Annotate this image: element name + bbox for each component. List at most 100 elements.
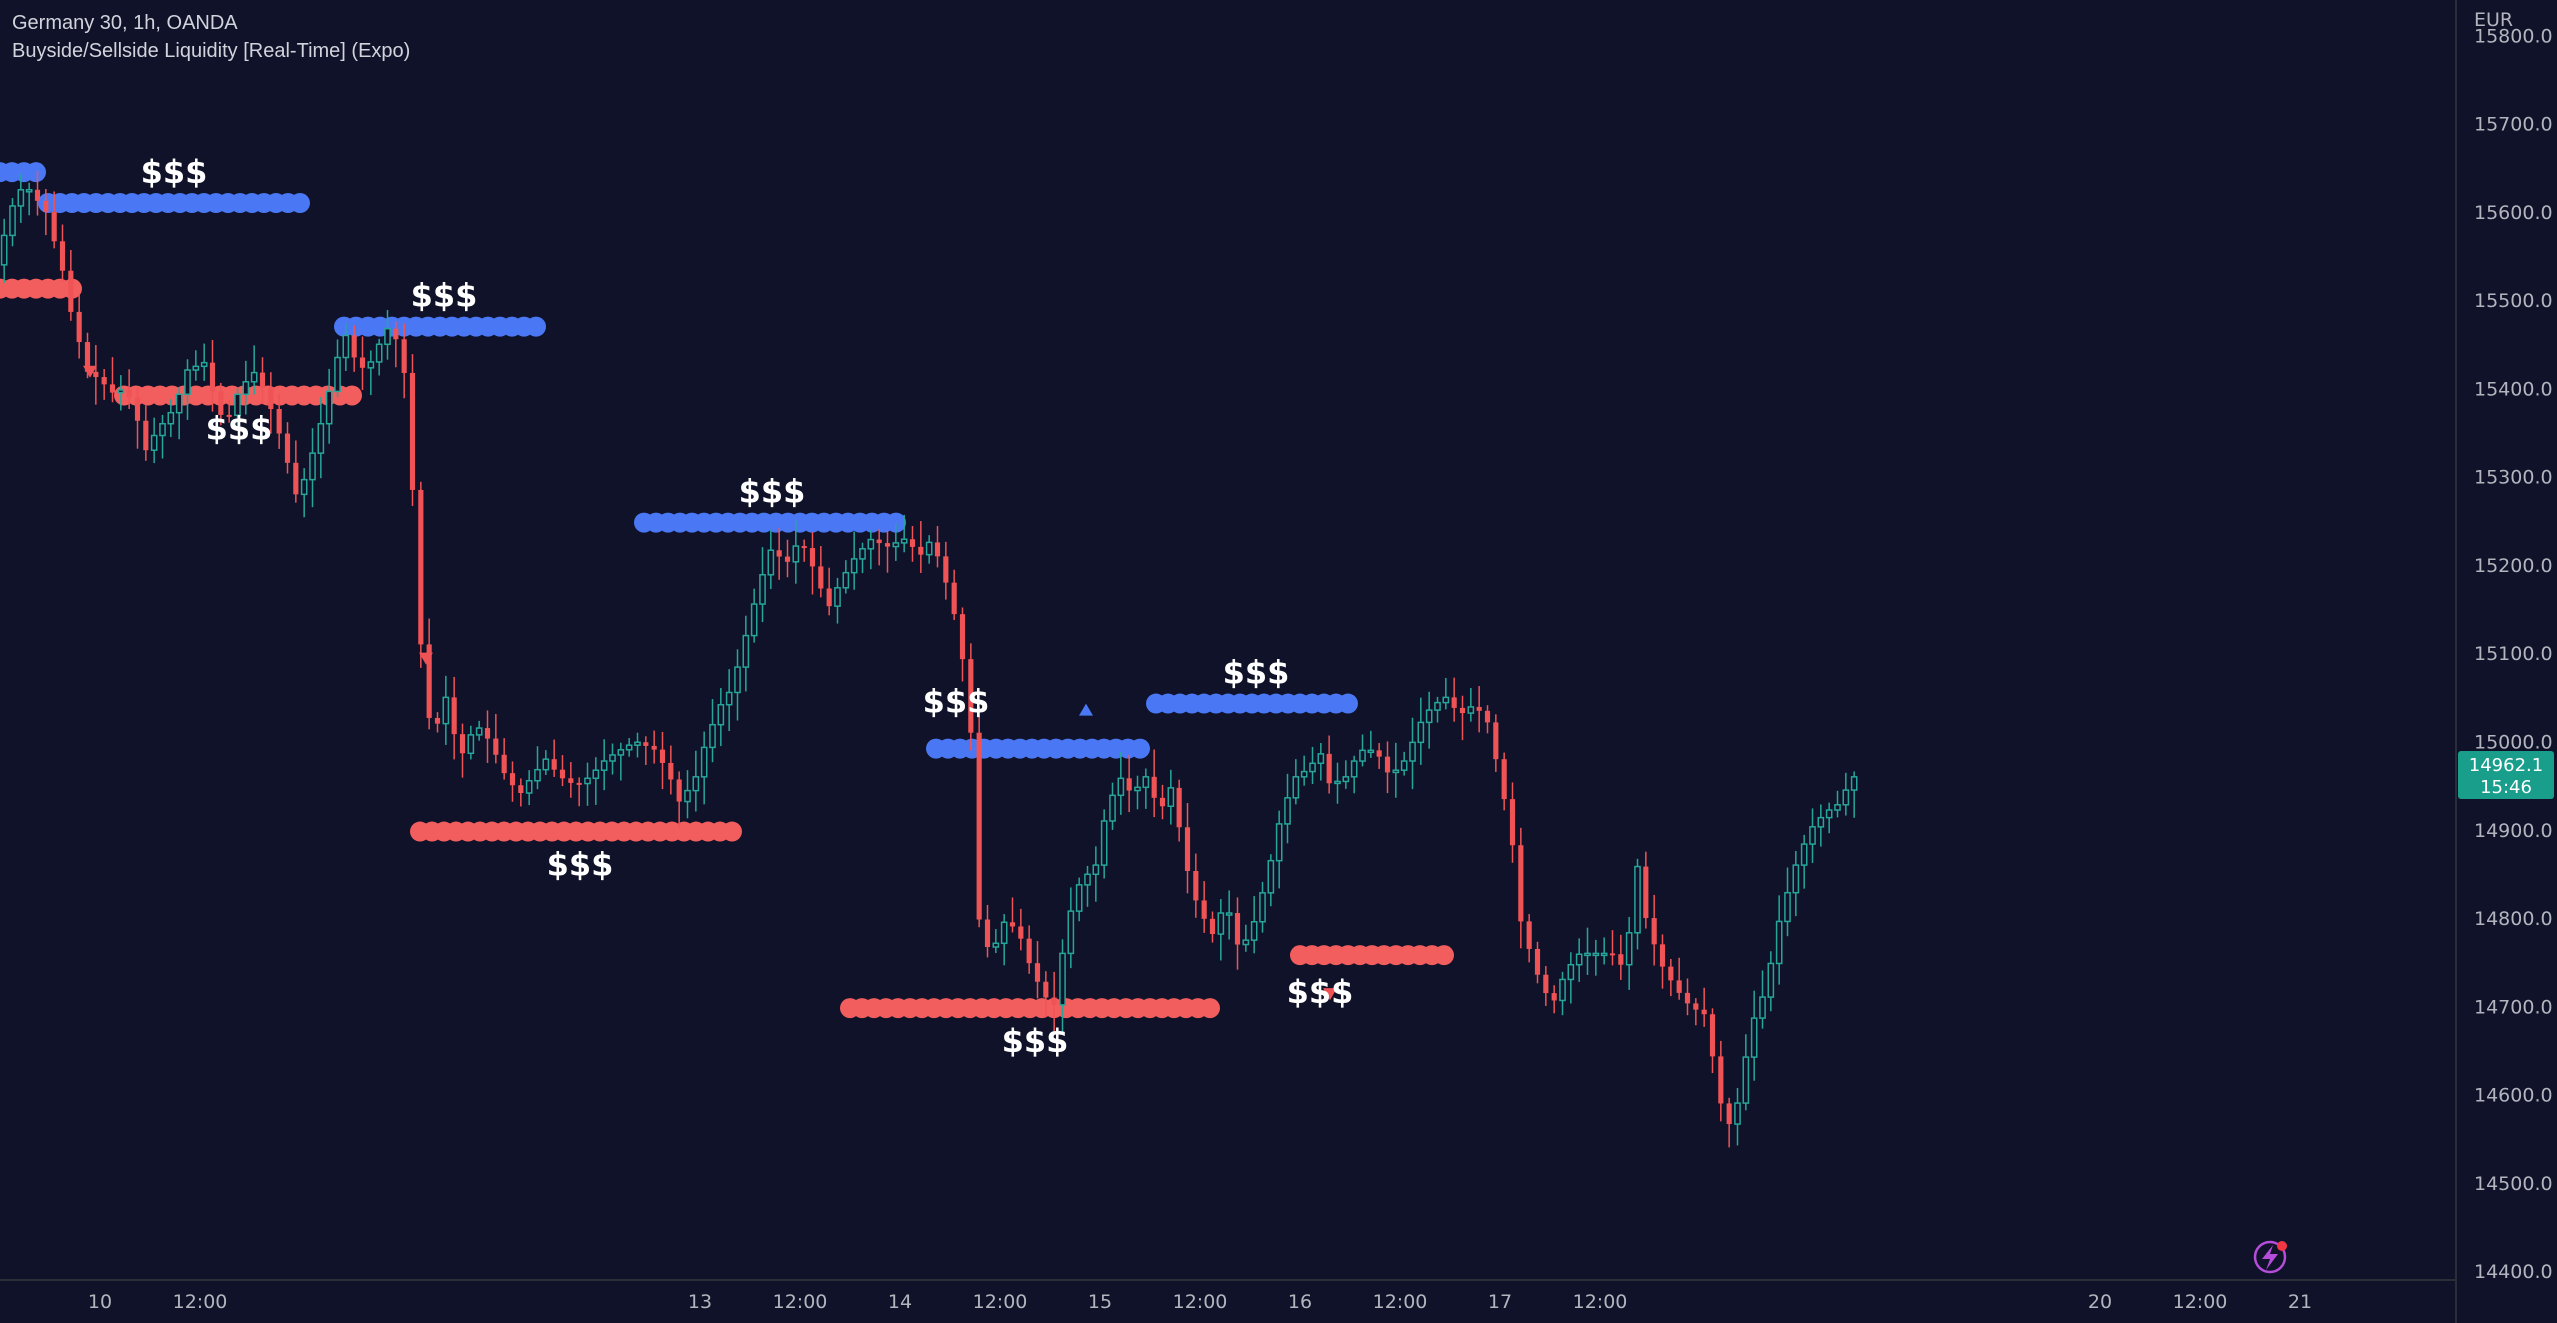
sellside-liquidity-level[interactable] — [840, 998, 1220, 1019]
candle — [943, 541, 949, 600]
candle — [1534, 941, 1541, 984]
candle — [542, 750, 550, 775]
candle — [325, 368, 333, 444]
candle — [643, 736, 649, 766]
candle — [859, 542, 866, 574]
buyside-liquidity-level[interactable] — [1146, 693, 1358, 714]
time-axis[interactable]: 10 12:00 13 12:00 14 12:00 15 12:00 16 12:00 17 12:… — [88, 1291, 2312, 1313]
candle — [1126, 754, 1132, 813]
candle — [742, 615, 750, 692]
liquidity-label: $$$ — [141, 153, 208, 191]
currency-label: EUR — [2474, 9, 2513, 31]
y-tick-label: 15200.0 — [2474, 555, 2553, 577]
candle — [159, 414, 166, 459]
buyside-liquidity-level[interactable] — [38, 193, 310, 214]
candle — [1643, 851, 1649, 929]
liquidity-labels: $$$ $$$ $$$ $$$ $$$ $$$ $$$ $$$ $$$ — [141, 153, 1354, 1060]
candle — [1059, 939, 1066, 1032]
candle — [367, 350, 375, 396]
candle — [759, 547, 766, 623]
candle — [1750, 990, 1758, 1081]
candle — [1575, 938, 1583, 982]
candle — [1584, 927, 1591, 975]
candle — [1209, 911, 1216, 943]
candle — [518, 778, 524, 807]
candle — [584, 762, 591, 806]
y-tick-label: 15300.0 — [2474, 467, 2553, 489]
liquidity-dot — [1200, 998, 1220, 1019]
y-tick-label: 15500.0 — [2474, 290, 2553, 312]
candle — [1067, 887, 1075, 969]
candle — [734, 649, 741, 721]
up-triangle-marker-icon — [1079, 703, 1093, 716]
candle — [801, 539, 807, 562]
candle — [1526, 914, 1532, 963]
candle — [692, 750, 700, 812]
candle — [1159, 784, 1166, 820]
candle — [501, 738, 507, 780]
x-tick-label: 21 — [2288, 1291, 2312, 1313]
candle — [293, 440, 299, 503]
y-tick-label: 15400.0 — [2474, 378, 2553, 400]
candle — [876, 528, 882, 566]
candle — [600, 739, 608, 791]
candle — [951, 569, 957, 621]
candle — [1342, 760, 1350, 789]
candle — [209, 339, 216, 412]
x-tick-label: 16 — [1288, 1291, 1312, 1313]
price-axis[interactable]: 14400.0 14500.0 14600.0 14700.0 14800.0 14900… — [2474, 25, 2553, 1283]
candle — [1317, 743, 1325, 781]
candle — [1334, 762, 1341, 804]
buyside-liquidity-level[interactable] — [926, 738, 1150, 759]
sellside-liquidity-level[interactable] — [1290, 945, 1454, 966]
candle — [76, 293, 82, 359]
countdown-label: 15:46 — [2480, 777, 2532, 798]
buyside-liquidity-level[interactable] — [0, 162, 46, 183]
buyside-liquidity-level[interactable] — [634, 512, 906, 533]
candle — [143, 405, 149, 461]
buyside-liquidity-level[interactable] — [334, 316, 546, 337]
candle — [25, 182, 33, 216]
candle — [1242, 924, 1250, 952]
candle — [401, 323, 407, 399]
candlesticks — [0, 170, 1858, 1148]
candle — [568, 762, 574, 798]
x-tick-label: 12:00 — [973, 1291, 1028, 1313]
candle — [1825, 802, 1833, 834]
symbol-title[interactable]: Germany 30, 1h, OANDA — [12, 12, 238, 34]
candle — [1234, 897, 1241, 970]
x-tick-label: 12:00 — [2173, 1291, 2228, 1313]
liquidity-label: $$$ — [923, 683, 990, 721]
candle — [651, 730, 657, 764]
candle — [342, 322, 350, 372]
candle — [1217, 899, 1225, 961]
sellside-liquidity-level[interactable] — [0, 278, 82, 299]
candle — [200, 343, 208, 381]
candle — [1284, 773, 1291, 844]
candle — [1850, 771, 1858, 818]
candle — [351, 325, 357, 372]
liquidity-label: $$$ — [1287, 973, 1354, 1011]
lightning-bolt-icon[interactable] — [2253, 1240, 2287, 1274]
candle — [792, 520, 800, 584]
candle — [250, 345, 258, 395]
candle — [34, 170, 41, 216]
indicator-title[interactable]: Buyside/Sellside Liquidity [Real-Time] (… — [12, 40, 411, 62]
candle — [717, 688, 725, 747]
candle — [134, 388, 141, 449]
candle — [918, 521, 924, 574]
candle — [1193, 853, 1199, 918]
last-price-tag[interactable]: 14962.1 15:46 — [2458, 750, 2554, 799]
y-tick-label: 14500.0 — [2474, 1173, 2553, 1195]
sellside-liquidity-level[interactable] — [410, 821, 742, 842]
candle — [1809, 808, 1816, 863]
candle — [826, 567, 832, 616]
candle — [1834, 790, 1841, 818]
candle — [525, 770, 533, 806]
x-tick-label: 12:00 — [773, 1291, 828, 1313]
down-triangle-marker-icon — [1323, 988, 1337, 1001]
candle — [592, 757, 600, 805]
candle — [43, 189, 49, 236]
